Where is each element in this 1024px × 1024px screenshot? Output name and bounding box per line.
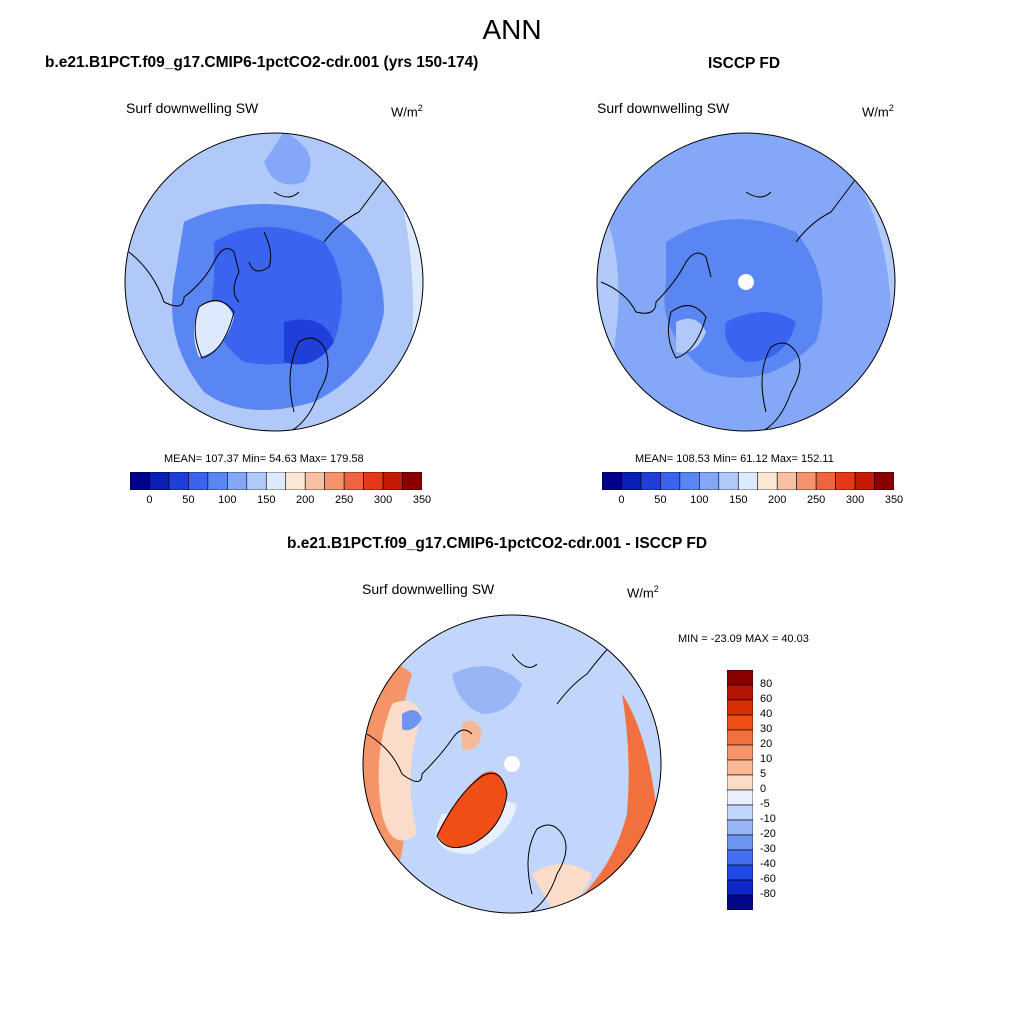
colorbar-tick-label: -30	[760, 843, 776, 855]
colorbar-box	[815, 472, 836, 490]
colorbar-box	[265, 472, 287, 490]
colorbar-box	[602, 472, 622, 490]
colorbar-tick-label: 30	[760, 723, 773, 735]
panel3-colorbar-ticks: 80 60 40 30 20 10 5 0 -5 -10 -20 -30 -40 -60 -80	[760, 670, 800, 910]
colorbar-box	[727, 819, 753, 836]
colorbar-box	[727, 684, 753, 701]
page-title: ANN	[482, 14, 542, 45]
colorbar-tick-label: 10	[760, 753, 773, 765]
colorbar-box	[718, 472, 739, 490]
colorbar-tick-label: 150	[257, 494, 276, 506]
colorbar-box	[727, 744, 753, 761]
colorbar-box	[227, 472, 248, 490]
colorbar-box	[246, 472, 267, 490]
panel2-colorbar-ticks: 0 50 100 150 200 250 300 350	[602, 494, 903, 508]
colorbar-box	[796, 472, 817, 490]
colorbar-tick-label: 200	[296, 494, 315, 506]
colorbar-box	[737, 472, 759, 490]
colorbar-tick-label: 100	[218, 494, 237, 506]
colorbar-box	[640, 472, 661, 490]
colorbar-tick-label: 350	[884, 494, 904, 506]
panel3-stats: MIN = -23.09 MAX = 40.03	[678, 633, 809, 645]
colorbar-tick-label: 50	[654, 494, 667, 506]
colorbar-box	[324, 472, 345, 490]
colorbar-tick-label: 60	[760, 693, 773, 705]
colorbar-box	[402, 472, 422, 490]
colorbar-tick-label: -10	[760, 813, 776, 825]
colorbar-box	[188, 472, 209, 490]
colorbar-tick-label: -5	[760, 798, 770, 810]
panel1-stats: MEAN= 107.37 Min= 54.63 Max= 179.58	[164, 453, 364, 465]
colorbar-box	[343, 472, 364, 490]
colorbar-box	[382, 472, 403, 490]
colorbar-box	[727, 789, 753, 806]
panel3-units: W/m2	[627, 584, 659, 601]
colorbar-tick-label: 150	[729, 494, 748, 506]
panel1-units: W/m2	[391, 103, 423, 120]
panel3-title: b.e21.B1PCT.f09_g17.CMIP6-1pctCO2-cdr.00…	[287, 535, 708, 552]
panel2-colorbar	[602, 472, 894, 490]
colorbar-tick-label: 300	[845, 494, 865, 506]
panel1-colorbar	[130, 472, 422, 490]
colorbar-box	[285, 472, 306, 490]
colorbar-box	[874, 472, 894, 490]
colorbar-tick-label: 40	[760, 708, 773, 720]
colorbar-box	[835, 472, 856, 490]
colorbar-tick-label: 20	[760, 738, 773, 750]
colorbar-box	[660, 472, 681, 490]
colorbar-tick-label: 250	[334, 494, 354, 506]
panel3-colorbar	[727, 670, 753, 910]
colorbar-box	[621, 472, 642, 490]
panel1-polar-map	[124, 132, 424, 432]
colorbar-box	[727, 849, 753, 866]
colorbar-box	[727, 774, 753, 791]
colorbar-box	[854, 472, 875, 490]
colorbar-box	[727, 729, 753, 746]
colorbar-tick-label: 0	[618, 494, 625, 506]
colorbar-box	[776, 472, 797, 490]
colorbar-tick-label: 50	[182, 494, 195, 506]
colorbar-box	[727, 714, 753, 731]
colorbar-tick-label: 200	[768, 494, 787, 506]
colorbar-box	[727, 834, 753, 851]
panel3-polar-map	[362, 614, 662, 914]
panel2-polar-map	[596, 132, 896, 432]
colorbar-box	[727, 894, 753, 910]
panel2-stats: MEAN= 108.53 Min= 61.12 Max= 152.11	[635, 453, 834, 465]
colorbar-tick-label: -80	[760, 888, 776, 900]
colorbar-box	[727, 879, 753, 896]
colorbar-tick-label: 0	[146, 494, 153, 506]
colorbar-box	[363, 472, 384, 490]
colorbar-box	[207, 472, 228, 490]
colorbar-box	[168, 472, 189, 490]
colorbar-box	[757, 472, 778, 490]
colorbar-tick-label: 250	[806, 494, 826, 506]
colorbar-box	[679, 472, 700, 490]
panel2-variable: Surf downwelling SW	[597, 100, 730, 116]
panel1-variable: Surf downwelling SW	[126, 100, 259, 116]
colorbar-box	[149, 472, 170, 490]
colorbar-tick-label: 100	[690, 494, 709, 506]
colorbar-box	[304, 472, 325, 490]
colorbar-box	[130, 472, 150, 490]
colorbar-tick-label: 0	[760, 783, 767, 795]
panel2-title: ISCCP FD	[708, 55, 781, 72]
panel1-title: b.e21.B1PCT.f09_g17.CMIP6-1pctCO2-cdr.00…	[45, 54, 479, 71]
colorbar-tick-label: 300	[373, 494, 393, 506]
colorbar-box	[727, 670, 753, 686]
panel3-variable: Surf downwelling SW	[362, 581, 495, 597]
colorbar-box	[727, 759, 753, 776]
colorbar-box	[699, 472, 720, 490]
colorbar-tick-label: -40	[760, 858, 776, 870]
panel1-colorbar-ticks: 0 50 100 150 200 250 300 350	[130, 494, 431, 508]
colorbar-tick-label: 80	[760, 678, 773, 690]
colorbar-tick-label: 350	[412, 494, 432, 506]
colorbar-box	[727, 804, 753, 821]
colorbar-tick-label: -20	[760, 828, 776, 840]
colorbar-box	[727, 864, 753, 881]
colorbar-tick-label: -60	[760, 873, 776, 885]
colorbar-box	[727, 699, 753, 716]
panel2-units: W/m2	[862, 103, 894, 120]
colorbar-tick-label: 5	[760, 768, 767, 780]
